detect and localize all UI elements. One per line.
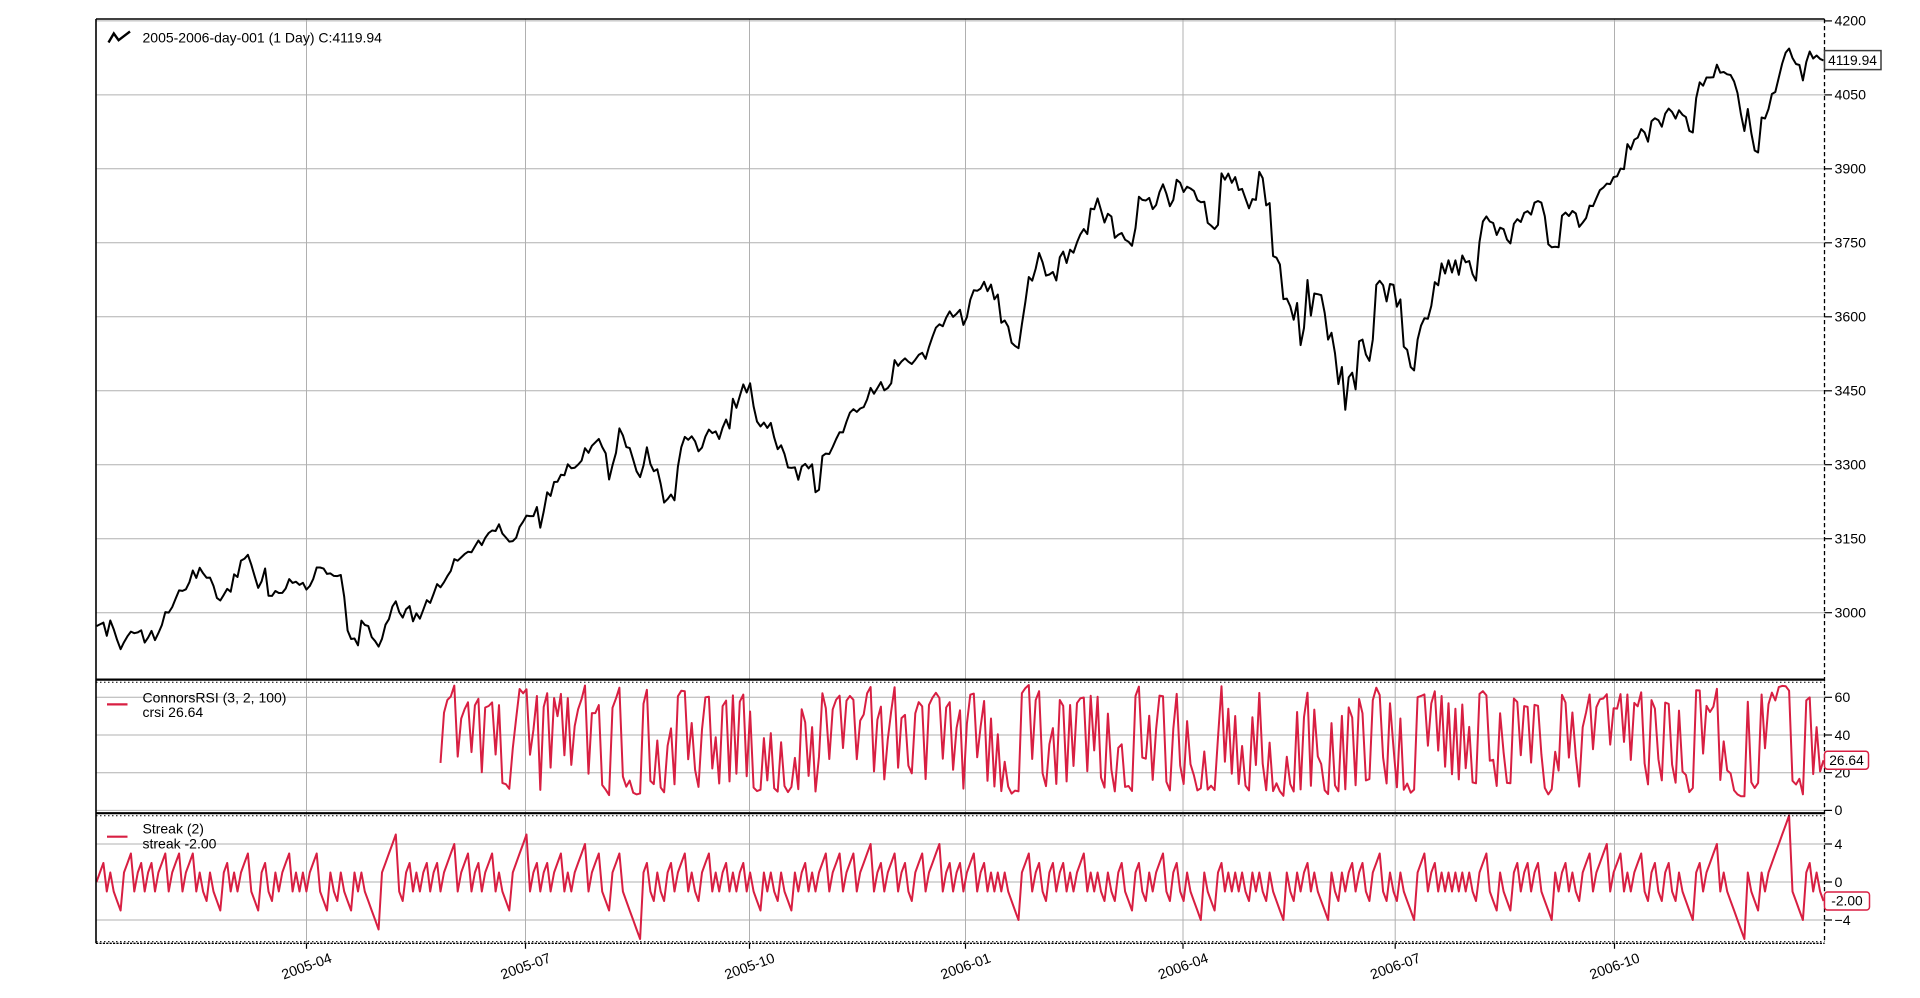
svg-text:-2.00: -2.00 xyxy=(1831,894,1863,909)
svg-text:2005-2006-day-001 (1 Day) C:41: 2005-2006-day-001 (1 Day) C:4119.94 xyxy=(143,30,383,46)
svg-text:4050: 4050 xyxy=(1835,88,1867,104)
svg-text:streak -2.00: streak -2.00 xyxy=(143,836,217,852)
svg-text:0: 0 xyxy=(1835,803,1843,819)
svg-text:3900: 3900 xyxy=(1835,162,1867,178)
svg-text:crsi 26.64: crsi 26.64 xyxy=(143,704,204,720)
svg-text:3450: 3450 xyxy=(1835,384,1867,400)
svg-text:60: 60 xyxy=(1835,690,1851,706)
svg-text:3600: 3600 xyxy=(1835,310,1867,326)
svg-text:4119.94: 4119.94 xyxy=(1828,53,1877,68)
svg-text:3150: 3150 xyxy=(1835,532,1867,548)
svg-text:0: 0 xyxy=(1835,875,1843,891)
svg-text:3300: 3300 xyxy=(1835,458,1867,474)
svg-text:3750: 3750 xyxy=(1835,236,1867,252)
svg-text:3000: 3000 xyxy=(1835,606,1867,622)
svg-text:26.64: 26.64 xyxy=(1829,753,1864,768)
svg-text:4200: 4200 xyxy=(1835,14,1867,30)
svg-text:40: 40 xyxy=(1835,728,1851,744)
svg-text:4: 4 xyxy=(1835,837,1843,853)
svg-text:Streak (2): Streak (2) xyxy=(143,821,204,837)
svg-text:ConnorsRSI (3, 2, 100): ConnorsRSI (3, 2, 100) xyxy=(143,689,287,705)
svg-text:−4: −4 xyxy=(1835,913,1851,929)
